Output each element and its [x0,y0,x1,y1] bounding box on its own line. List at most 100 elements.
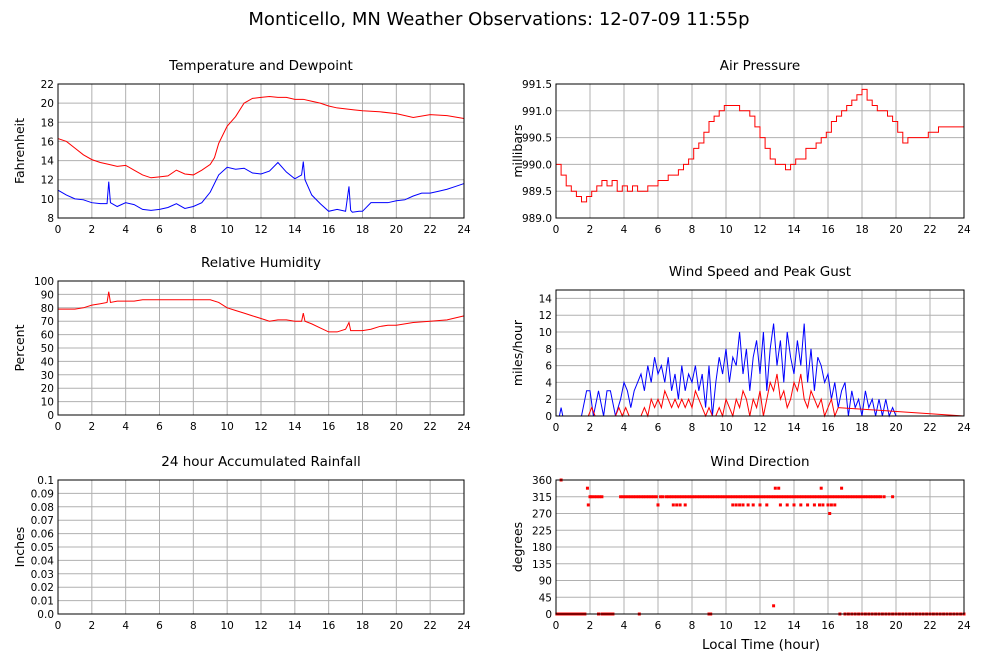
x-tick-label: 22 [923,224,936,236]
x-tick-label: 18 [356,620,369,632]
data-point [590,495,594,499]
grid-lines [57,83,465,219]
x-tick-label: 10 [719,422,732,434]
data-point [759,495,763,499]
grid-lines [57,280,465,416]
y-tick-label: 180 [532,542,552,554]
data-point [687,495,691,499]
x-tick-label: 14 [288,620,302,632]
x-tick-label: 10 [220,421,233,433]
data-point [647,495,651,499]
x-tick-label: 16 [821,224,835,236]
data-point [792,495,796,499]
y-tick-label: 14 [41,156,55,168]
data-point [685,495,689,499]
data-point [848,495,852,499]
x-tick-label: 8 [190,421,197,433]
y-tick-label: 22 [41,79,54,91]
y-tick-label: 0.04 [31,555,55,567]
x-tick-label: 4 [621,620,628,632]
x-tick-label: 24 [457,224,471,236]
data-point [716,495,719,499]
data-point [812,503,816,507]
y-tick-label: 50 [41,343,54,355]
data-point [784,495,788,499]
x-tick-label: 24 [457,620,471,632]
data-point [624,495,628,499]
data-point [756,495,760,499]
x-tick-label: 4 [122,224,129,236]
data-point [819,486,823,490]
data-point [826,503,830,507]
data-point [726,495,730,499]
data-point [815,495,819,499]
plot-frame [555,479,965,615]
data-point [678,503,682,507]
plot-frame [57,280,465,416]
x-tick-label: 0 [55,224,62,236]
y-tick-label: 0 [545,609,552,621]
data-point [652,495,656,499]
panel-title: Relative Humidity [201,255,321,271]
panel-title: 24 hour Accumulated Rainfall [161,454,360,470]
data-point [644,495,648,499]
y-tick-label: 10 [41,194,54,206]
x-tick-label: 22 [923,422,936,434]
y-tick-label: 80 [41,303,54,315]
y-tick-label: 12 [41,175,54,187]
y-tick-label: 135 [532,559,552,571]
data-point [718,495,722,499]
x-tick-label: 12 [753,620,766,632]
x-tick-label: 20 [889,620,902,632]
data-point [741,503,745,507]
y-tick-label: 0.03 [31,569,54,581]
y-tick-label: 989.5 [522,186,552,198]
data-point [677,495,681,499]
data-point [830,495,834,499]
data-point [821,503,825,507]
data-point [626,495,630,499]
data-point [767,495,770,499]
data-point [797,495,801,499]
y-axis-label: millibars [510,124,525,177]
data-point [840,486,844,490]
data-point [835,495,839,499]
x-tick-label: 8 [689,422,696,434]
x-tick-label: 24 [957,422,971,434]
data-point [866,495,870,499]
data-point [592,495,596,499]
data-point [751,503,755,507]
data-point [659,495,663,499]
y-tick-label: 90 [539,576,552,588]
data-point [828,495,832,499]
data-point [636,495,640,499]
data-point [731,503,735,507]
x-tick-label: 18 [855,224,868,236]
y-axis-label: miles/hour [510,319,525,386]
panel-title: Temperature and Dewpoint [168,58,353,74]
x-tick-label: 2 [587,620,594,632]
x-tick-label: 0 [553,620,560,632]
data-point [600,495,604,499]
data-point [785,503,789,507]
data-point [649,495,653,499]
data-point [874,495,878,499]
x-tick-label: 10 [719,224,732,236]
y-axis-label: Percent [12,324,27,371]
data-point [634,495,638,499]
x-tick-label: 16 [322,620,336,632]
y-tick-label: 2 [545,394,552,406]
data-point [779,495,783,499]
plot-frame [555,83,965,219]
x-tick-label: 6 [655,620,662,632]
x-tick-label: 4 [621,422,628,434]
plot-frame [57,83,465,219]
data-point [800,495,804,499]
data-point [754,495,758,499]
plot-frame [57,479,465,615]
data-point [680,495,684,499]
